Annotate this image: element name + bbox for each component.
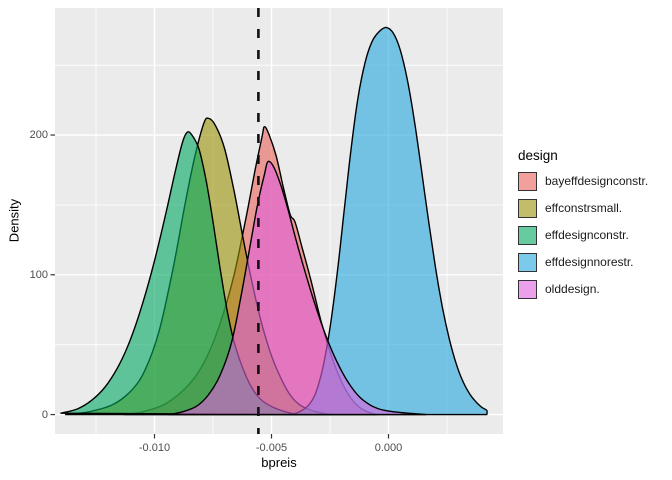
legend-item-bayeffdesignconstr: bayeffdesignconstr. [518,171,648,191]
legend-label: bayeffdesignconstr. [545,174,649,188]
legend-label: effdesignconstr. [545,228,629,242]
y-tick-label: 100 [29,268,48,281]
x-tick-label: 0.000 [374,442,403,454]
legend-swatch [518,279,537,299]
legend-label: effconstrsmall. [545,201,623,215]
density-curve-olddesign [167,160,427,416]
legend-label: olddesign. [545,282,600,296]
y-tick-label: 0 [41,408,48,421]
legend-items: bayeffdesignconstr. effconstrsmall. effdes… [518,171,648,299]
legend-swatch [518,252,537,272]
legend-item-effconstrsmall: effconstrsmall. [518,198,648,218]
x-axis-title: bpreis [261,455,297,470]
legend-item-effdesignnorestr: effdesignnorestr. [518,252,648,272]
legend-title: design [518,148,558,163]
y-axis-title: Density [6,198,22,243]
y-tick-label: 200 [29,129,48,142]
density-curve-effdesignnorestr [289,26,488,416]
legend-swatch [518,171,537,191]
legend-swatch [518,225,537,245]
legend: design bayeffdesignconstr. effconstrsmall… [518,148,648,306]
legend-label: effdesignnorestr. [545,255,634,269]
legend-item-olddesign: olddesign. [518,279,648,299]
legend-item-effdesignconstr: effdesignconstr. [518,225,648,245]
x-tick-label: -0.005 [255,442,288,454]
legend-swatch [518,198,537,218]
x-tick-label: -0.010 [138,442,171,454]
